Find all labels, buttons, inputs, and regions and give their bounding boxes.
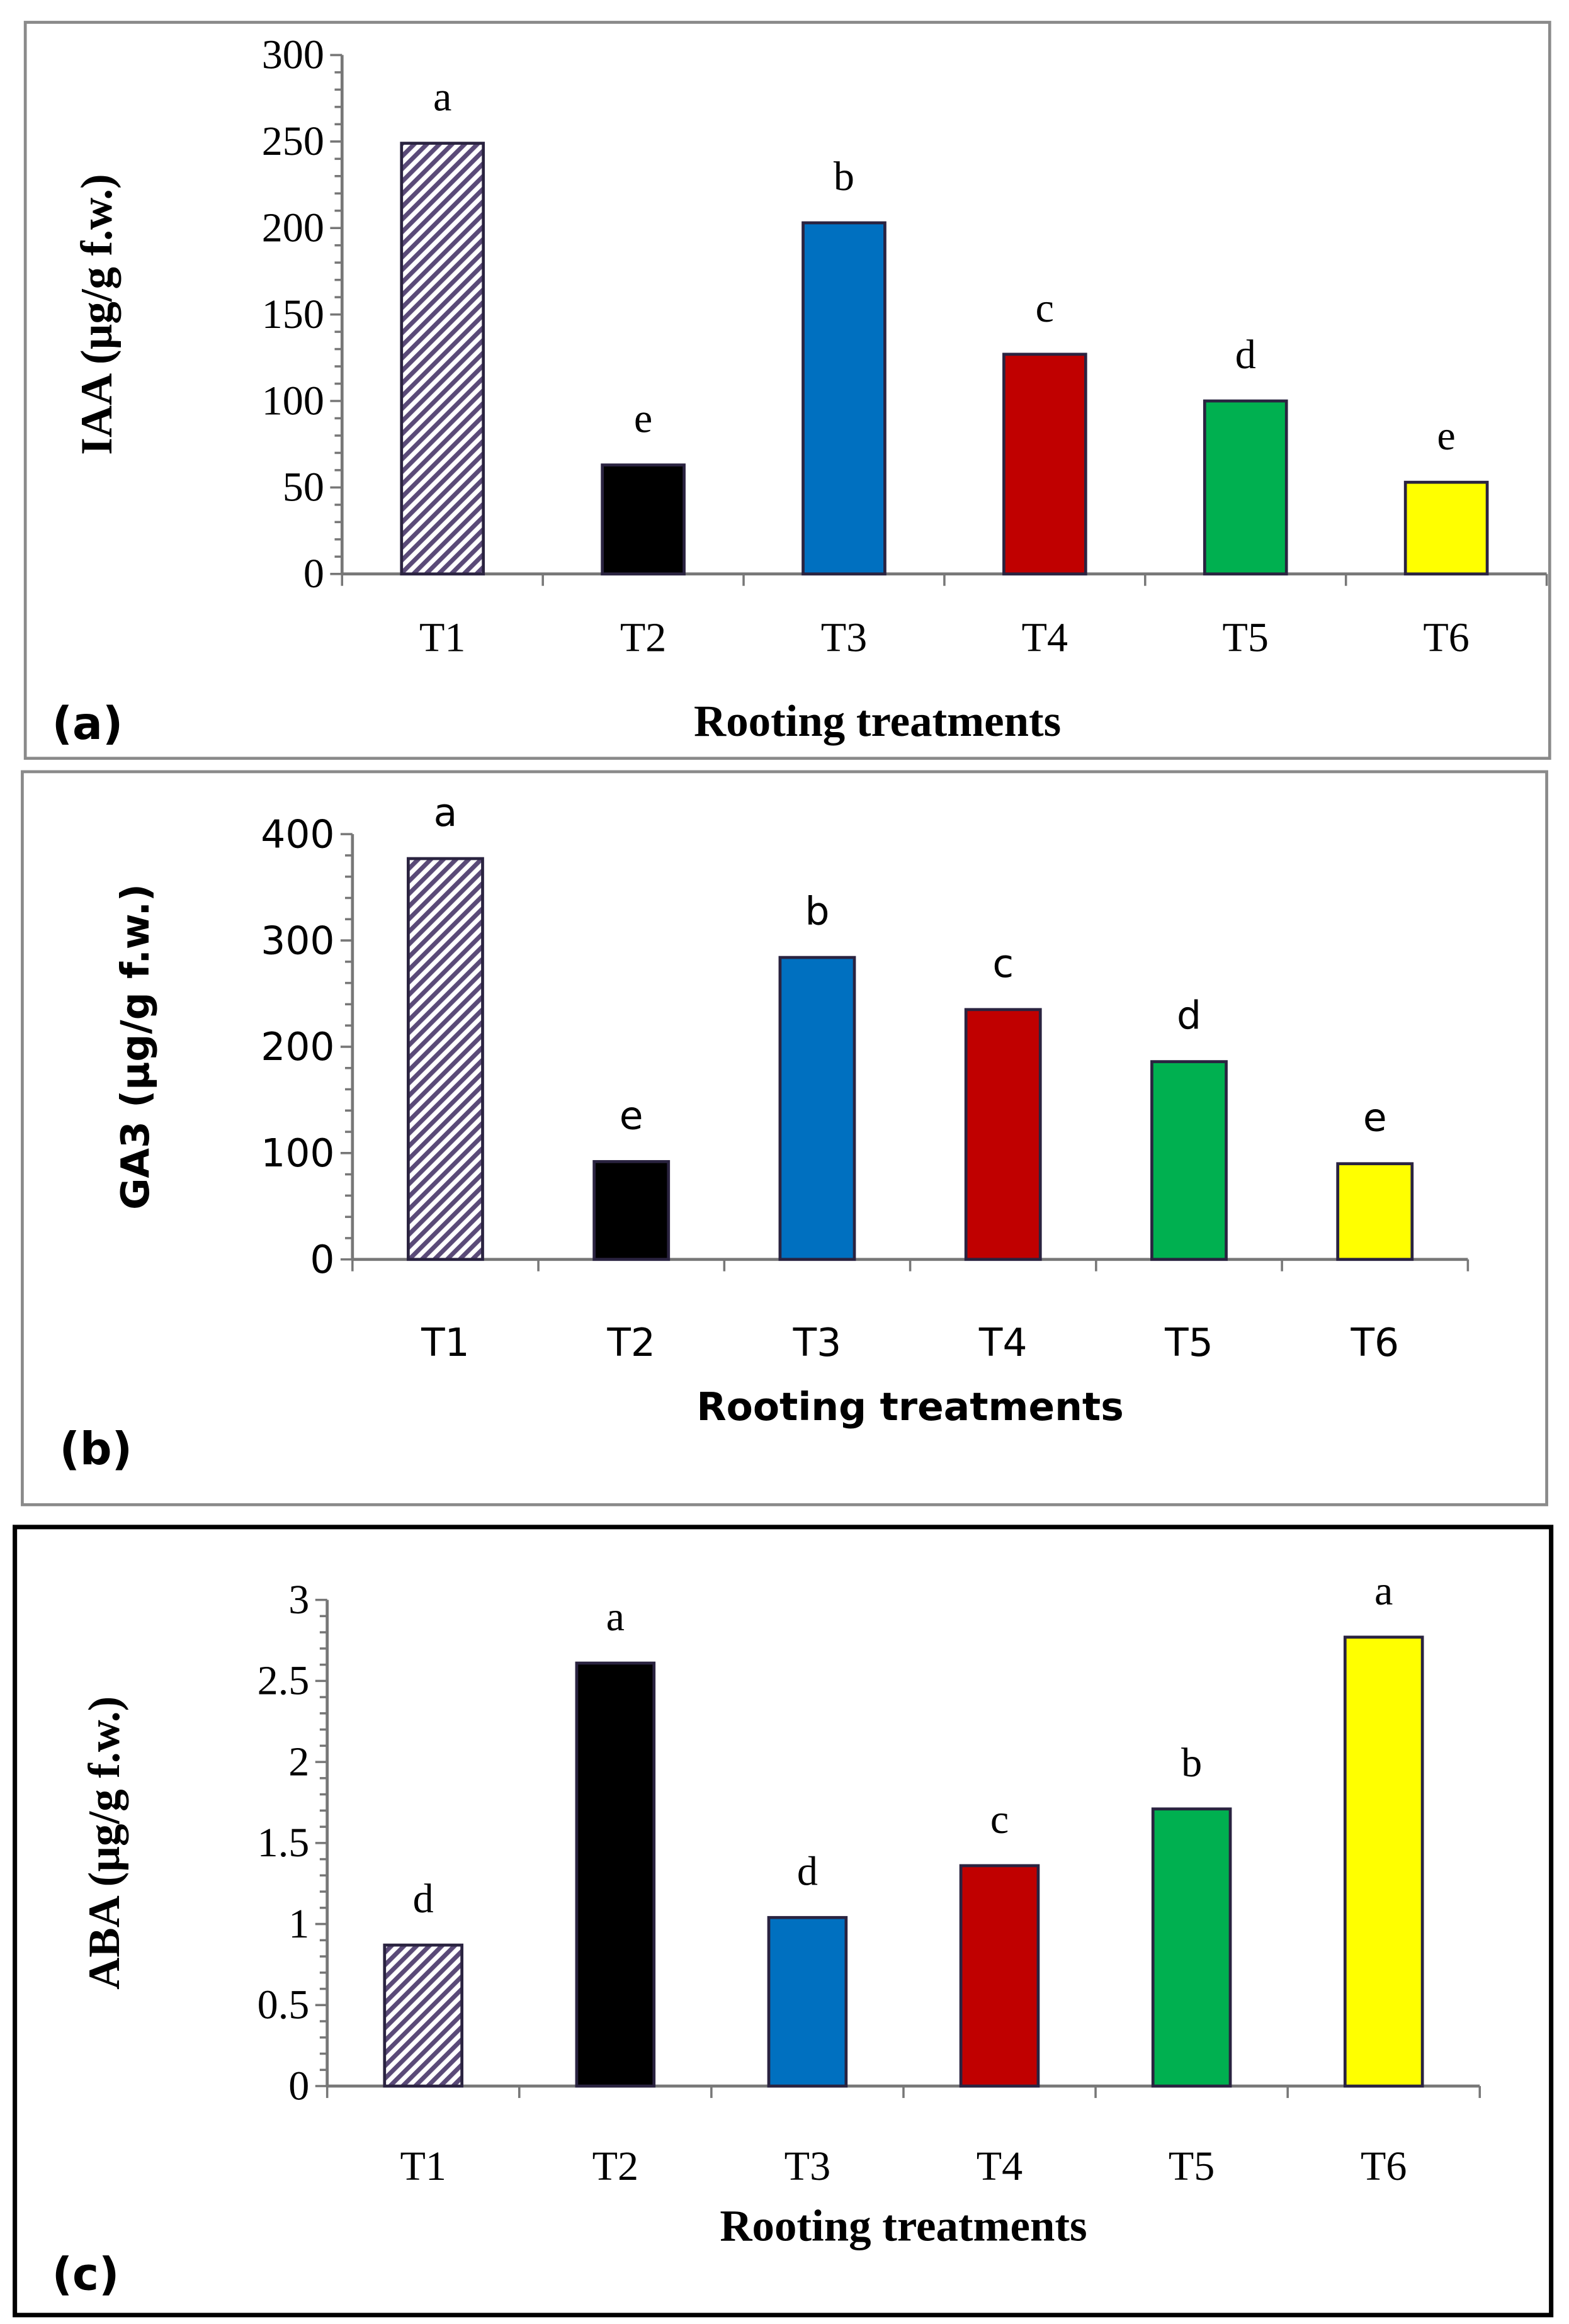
y-tick-label: 2 xyxy=(288,1739,309,1785)
y-axis-label: GA3 (µg/g f.w.) xyxy=(113,884,158,1210)
y-tick-label: 0 xyxy=(303,551,324,597)
x-tick-label: T6 xyxy=(1361,2143,1407,2189)
x-tick-label: T6 xyxy=(1423,615,1469,661)
significance-letter: c xyxy=(1036,285,1054,331)
panel-b: 0 100 200 300 400 a T1 e T2 b T3 c T4 d T5 e T6 Rooting t… xyxy=(59,791,1470,1475)
bar-T3 xyxy=(767,1915,848,2088)
significance-letter: a xyxy=(433,74,451,120)
bar-T6 xyxy=(1343,1635,1424,2088)
bar-T4 xyxy=(1002,353,1087,576)
y-tick-label: 1 xyxy=(288,1901,309,1947)
y-axis-label: IAA (µg/g f.w.) xyxy=(72,174,122,454)
significance-letter: a xyxy=(434,791,458,835)
significance-letter: a xyxy=(1374,1568,1393,1614)
significance-letter: d xyxy=(1177,994,1201,1039)
y-tick-label: 200 xyxy=(261,1025,334,1069)
significance-letter: e xyxy=(620,1093,643,1138)
y-tick-label: 0.5 xyxy=(258,1982,310,2028)
x-tick-label: T1 xyxy=(400,2143,446,2189)
panel-label: (a) xyxy=(52,697,123,750)
x-tick-label: T4 xyxy=(1022,615,1068,661)
bar-T2 xyxy=(592,1159,671,1261)
panel-c: 0 0.5 1 1.5 2 2.5 3 d T1 a T2 d T3 c T4 b T5 a T6 Rooting t… xyxy=(52,1568,1481,2301)
y-tick-label: 150 xyxy=(262,291,324,337)
significance-letter: e xyxy=(1437,413,1455,459)
panel-a: 0 50 100 150 200 250 300 a T1 e T2 b T3 c T4 d T5 e T6 Root… xyxy=(52,32,1548,750)
significance-letter: c xyxy=(992,942,1014,986)
panel-label: (b) xyxy=(59,1423,132,1475)
y-tick-label: 400 xyxy=(261,812,334,857)
x-axis-label: Rooting treatments xyxy=(720,2202,1087,2251)
bar-T4 xyxy=(959,1864,1040,2088)
y-tick-label: 2.5 xyxy=(258,1658,310,1704)
y-tick-label: 250 xyxy=(262,118,324,164)
x-tick-label: T5 xyxy=(1164,1321,1213,1365)
panel-b-frame xyxy=(21,770,1548,1506)
y-tick-label: 300 xyxy=(261,918,334,963)
y-tick-label: 100 xyxy=(261,1131,334,1176)
significance-letter: b xyxy=(805,889,829,934)
x-tick-label: T5 xyxy=(1223,615,1269,661)
x-tick-label: T2 xyxy=(592,2143,638,2189)
bar-T2 xyxy=(601,463,686,576)
significance-letter: e xyxy=(634,396,652,442)
x-tick-label: T5 xyxy=(1169,2143,1215,2189)
y-tick-label: 50 xyxy=(283,465,324,510)
y-tick-label: 100 xyxy=(262,378,324,424)
y-tick-label: 200 xyxy=(262,205,324,251)
significance-letter: d xyxy=(797,1848,818,1894)
x-axis-label: Rooting treatments xyxy=(696,1385,1123,1430)
y-tick-label: 3 xyxy=(288,1577,309,1623)
x-tick-label: T2 xyxy=(606,1321,655,1365)
significance-letter: b xyxy=(1181,1740,1202,1786)
x-axis-label: Rooting treatments xyxy=(694,697,1061,746)
significance-letter: a xyxy=(606,1594,625,1640)
y-axis-label: ABA (µg/g f.w.) xyxy=(80,1696,129,1990)
x-tick-label: T4 xyxy=(978,1321,1028,1365)
panel-a-frame xyxy=(23,21,1551,760)
y-tick-label: 0 xyxy=(288,2063,309,2109)
y-tick-label: 1.5 xyxy=(258,1820,310,1866)
bar-T3 xyxy=(778,956,856,1261)
significance-letter: c xyxy=(990,1797,1009,1842)
x-tick-label: T6 xyxy=(1350,1321,1399,1365)
bar-T3 xyxy=(801,221,886,576)
bar-T5 xyxy=(1150,1060,1228,1261)
bar-T6 xyxy=(1336,1162,1414,1261)
bar-T1 xyxy=(383,1943,463,2088)
x-tick-label: T2 xyxy=(620,615,666,661)
bar-T5 xyxy=(1203,399,1288,576)
significance-letter: d xyxy=(413,1876,434,1922)
significance-letter: e xyxy=(1363,1096,1387,1141)
x-tick-label: T4 xyxy=(977,2143,1022,2189)
x-tick-label: T1 xyxy=(421,1321,470,1365)
x-tick-label: T3 xyxy=(793,1321,842,1365)
bar-T6 xyxy=(1403,480,1489,576)
panel-label: (c) xyxy=(52,2248,120,2301)
x-tick-label: T1 xyxy=(419,615,465,661)
bar-T2 xyxy=(575,1661,656,2088)
y-tick-label: 0 xyxy=(310,1238,334,1282)
x-tick-label: T3 xyxy=(784,2143,830,2189)
panel-c-frame xyxy=(13,1525,1554,2318)
y-tick-label: 300 xyxy=(262,32,324,78)
bar-T5 xyxy=(1151,1807,1232,2088)
bar-T4 xyxy=(964,1008,1042,1261)
bar-T1 xyxy=(400,142,485,576)
bar-T1 xyxy=(407,857,484,1261)
significance-letter: d xyxy=(1235,332,1256,378)
significance-letter: b xyxy=(834,154,854,200)
x-tick-label: T3 xyxy=(821,615,867,661)
